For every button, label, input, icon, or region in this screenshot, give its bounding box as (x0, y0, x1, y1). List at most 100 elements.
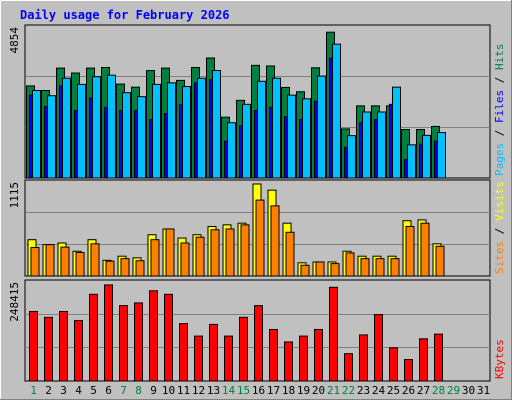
bar-pages-day-6 (107, 74, 116, 179)
bar-kbytes-day-8 (134, 302, 143, 382)
bar-sites-day-9 (150, 239, 160, 277)
bar-pages-day-27 (422, 134, 431, 179)
bar-kbytes-day-14 (224, 335, 233, 382)
bar-pages-day-20 (317, 75, 326, 179)
bar-kbytes-day-13 (209, 323, 218, 382)
bar-pages-day-10 (167, 82, 176, 179)
legend-label-visits-sites: Sites / Visits (493, 181, 506, 274)
bar-sites-day-26 (405, 225, 415, 277)
day-label-15: 15 (237, 384, 250, 397)
bar-sites-day-25 (390, 258, 400, 277)
legend-label-kbytes: KBytes (493, 339, 506, 379)
chart-panels: 4854 Pages / Files / Hits 1115 Sites / Visi… (8, 24, 506, 382)
legend-part-kbytes: KBytes (493, 339, 506, 379)
bar-kbytes-day-24 (374, 314, 383, 382)
bar-kbytes-day-18 (284, 341, 293, 382)
bar-kbytes-day-2 (44, 316, 53, 382)
bar-kbytes-day-28 (434, 333, 443, 382)
day-label-20: 20 (312, 384, 325, 397)
bar-pages-day-12 (197, 77, 206, 179)
x-axis-day-labels: 1 2 3 4 5 6 7 8 9 10 11 12 13 14 15 16 17 18 19 20 21 22 23 24 2… (30, 384, 490, 397)
bar-sites-day-12 (195, 236, 205, 277)
bar-sites-day-17 (270, 205, 280, 277)
y-max-label-kbytes: 248415 (8, 282, 21, 322)
legend-part-hits: Hits (493, 44, 506, 71)
bar-pages-day-17 (272, 77, 281, 179)
day-label-28: 28 (432, 384, 445, 397)
bar-sites-day-24 (375, 258, 385, 277)
bar-sites-day-19 (300, 264, 310, 277)
legend-part-visits: Visits (493, 181, 506, 221)
day-label-1: 1 (30, 384, 37, 397)
bar-kbytes-day-23 (359, 334, 368, 382)
bar-sites-day-2 (45, 244, 55, 277)
legend-part-pages: Pages (493, 143, 506, 176)
day-label-3: 3 (60, 384, 67, 397)
legend-part-sites: Sites (493, 241, 506, 274)
day-label-4: 4 (75, 384, 82, 397)
bar-pages-day-26 (407, 144, 416, 179)
bar-sites-day-5 (90, 243, 100, 277)
day-label-10: 10 (162, 384, 175, 397)
day-label-5: 5 (90, 384, 97, 397)
bar-pages-day-2 (47, 95, 56, 179)
bar-pages-day-25 (392, 86, 401, 179)
bar-sites-day-23 (360, 258, 370, 277)
bar-sites-day-21 (330, 263, 340, 277)
bar-pages-day-3 (62, 77, 71, 179)
day-label-19: 19 (297, 384, 310, 397)
bar-pages-day-23 (362, 111, 371, 179)
bar-pages-day-22 (347, 135, 356, 179)
bar-sites-day-28 (435, 245, 445, 277)
bar-pages-day-1 (32, 90, 41, 179)
day-label-12: 12 (192, 384, 205, 397)
day-label-11: 11 (177, 384, 190, 397)
bar-sites-day-11 (180, 242, 190, 277)
bar-sites-day-1 (30, 247, 40, 277)
bar-pages-day-11 (182, 86, 191, 179)
day-label-2: 2 (45, 384, 52, 397)
day-label-13: 13 (207, 384, 220, 397)
bar-kbytes-day-22 (344, 353, 353, 382)
bar-sites-day-15 (240, 224, 250, 277)
day-label-25: 25 (387, 384, 400, 397)
day-label-24: 24 (372, 384, 386, 397)
day-label-21: 21 (327, 384, 340, 397)
bar-pages-day-15 (242, 103, 251, 179)
bar-pages-day-8 (137, 96, 146, 179)
day-label-16: 16 (252, 384, 265, 397)
y-max-label-visits-sites: 1115 (8, 182, 21, 209)
day-label-26: 26 (402, 384, 415, 397)
legend-part--: / (493, 221, 506, 241)
bar-kbytes-day-15 (239, 316, 248, 382)
bar-pages-day-4 (77, 83, 86, 179)
bar-kbytes-day-26 (404, 359, 413, 382)
bar-kbytes-day-9 (149, 290, 158, 382)
bar-kbytes-day-17 (269, 328, 278, 382)
bar-sites-day-16 (255, 199, 265, 277)
bar-sites-day-27 (420, 222, 430, 277)
chart-title: Daily usage for February 2026 (20, 8, 230, 22)
legend-part--: / (493, 123, 506, 143)
bar-kbytes-day-6 (104, 284, 113, 382)
bar-kbytes-day-3 (59, 310, 68, 382)
day-label-22: 22 (342, 384, 355, 397)
day-label-18: 18 (282, 384, 295, 397)
bar-sites-day-7 (120, 258, 130, 277)
bar-kbytes-day-16 (254, 305, 263, 382)
bar-pages-day-19 (302, 98, 311, 179)
day-label-9: 9 (150, 384, 157, 397)
bar-sites-day-4 (75, 251, 85, 277)
bar-kbytes-day-5 (89, 293, 98, 382)
panel-kbytes: 248415 KBytes (8, 279, 506, 382)
bar-kbytes-day-20 (314, 328, 323, 382)
bar-sites-day-3 (60, 246, 70, 277)
bar-pages-day-16 (257, 80, 266, 179)
bar-kbytes-day-10 (164, 293, 173, 382)
bar-kbytes-day-11 (179, 323, 188, 382)
day-label-8: 8 (135, 384, 142, 397)
bar-kbytes-day-4 (74, 319, 83, 382)
bar-sites-day-13 (210, 229, 220, 277)
bar-pages-day-21 (332, 43, 341, 179)
